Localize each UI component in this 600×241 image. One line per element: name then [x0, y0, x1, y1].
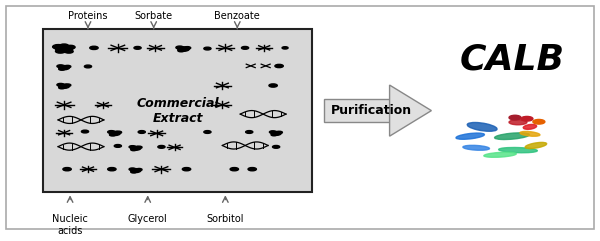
Circle shape [59, 66, 70, 70]
Ellipse shape [484, 152, 516, 157]
Ellipse shape [456, 133, 484, 139]
Text: Sorbate: Sorbate [134, 11, 173, 21]
Circle shape [158, 146, 165, 148]
Circle shape [269, 84, 277, 87]
Circle shape [282, 47, 288, 49]
Circle shape [509, 115, 521, 120]
Circle shape [136, 146, 142, 148]
Circle shape [129, 168, 136, 171]
Circle shape [138, 131, 145, 133]
Circle shape [55, 46, 73, 52]
Ellipse shape [523, 124, 536, 129]
Circle shape [107, 167, 116, 171]
Circle shape [533, 120, 545, 124]
Ellipse shape [494, 133, 529, 140]
Circle shape [57, 65, 64, 68]
Circle shape [109, 131, 120, 135]
Circle shape [114, 145, 121, 147]
Circle shape [178, 49, 184, 52]
Circle shape [57, 83, 64, 86]
Circle shape [182, 167, 191, 171]
Circle shape [271, 131, 281, 135]
Circle shape [248, 167, 256, 171]
Circle shape [277, 131, 283, 134]
Circle shape [136, 168, 142, 171]
Text: Purification: Purification [331, 104, 412, 117]
Circle shape [178, 47, 189, 51]
Circle shape [55, 49, 65, 53]
Circle shape [272, 146, 280, 148]
Circle shape [131, 146, 141, 150]
Circle shape [65, 45, 75, 49]
Circle shape [115, 131, 122, 134]
Circle shape [271, 134, 277, 136]
Circle shape [241, 47, 248, 49]
Ellipse shape [520, 131, 540, 136]
Text: Glycerol: Glycerol [128, 214, 167, 224]
Circle shape [230, 167, 238, 171]
Circle shape [65, 50, 73, 53]
Ellipse shape [525, 142, 547, 148]
Circle shape [59, 86, 65, 89]
Circle shape [60, 44, 68, 47]
Text: Benzoate: Benzoate [214, 11, 260, 21]
Circle shape [204, 47, 211, 50]
Circle shape [65, 65, 71, 68]
Circle shape [59, 68, 65, 70]
Circle shape [90, 46, 98, 49]
Circle shape [134, 47, 141, 49]
Circle shape [53, 45, 64, 49]
Circle shape [204, 131, 211, 133]
Text: Sorbitol: Sorbitol [206, 214, 244, 224]
Circle shape [275, 64, 283, 68]
Circle shape [82, 130, 89, 133]
Circle shape [131, 148, 137, 151]
Text: CALB: CALB [460, 42, 565, 76]
FancyBboxPatch shape [324, 99, 389, 122]
Circle shape [65, 84, 71, 86]
Polygon shape [389, 85, 431, 136]
Circle shape [176, 46, 184, 49]
Circle shape [131, 171, 137, 173]
Text: Nucleic
acids: Nucleic acids [52, 214, 88, 236]
Circle shape [129, 146, 136, 148]
Ellipse shape [509, 120, 527, 125]
Circle shape [521, 116, 533, 121]
Text: Commercial
Extract: Commercial Extract [136, 97, 219, 125]
Circle shape [184, 47, 191, 49]
Circle shape [85, 65, 92, 68]
Circle shape [131, 169, 141, 173]
Circle shape [245, 131, 253, 133]
FancyBboxPatch shape [43, 29, 312, 192]
Ellipse shape [463, 145, 490, 150]
Circle shape [107, 131, 115, 133]
Ellipse shape [499, 147, 538, 153]
Circle shape [59, 84, 70, 88]
Circle shape [63, 167, 71, 171]
Circle shape [269, 131, 276, 133]
Circle shape [109, 134, 116, 136]
Ellipse shape [467, 122, 497, 131]
Text: Proteins: Proteins [68, 11, 108, 21]
